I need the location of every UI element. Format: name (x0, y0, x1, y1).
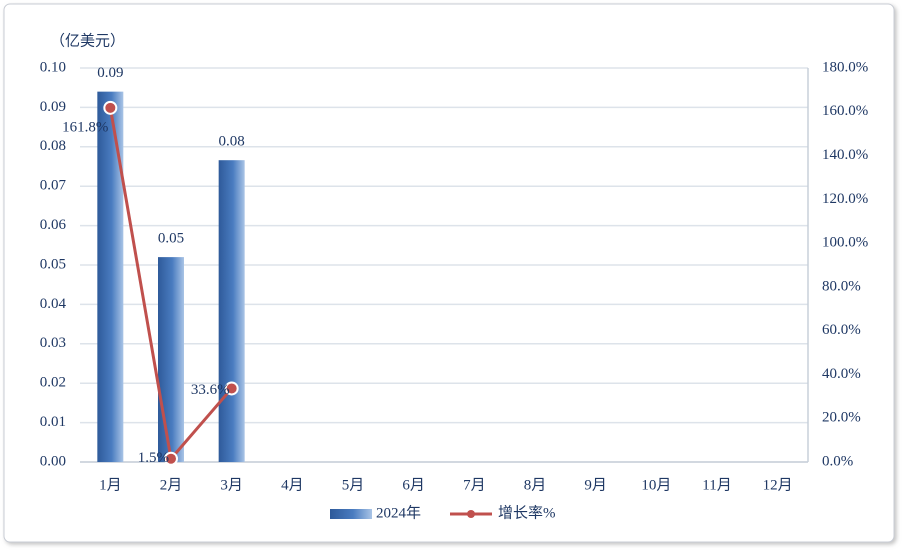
y2-tick-label: 100.0% (822, 235, 868, 251)
x-tick-label: 6月 (402, 477, 425, 493)
legend-swatch (330, 509, 372, 519)
y-tick-label: 0.06 (40, 217, 67, 233)
x-tick-label: 12月 (763, 477, 793, 493)
y-tick-label: 0.08 (40, 138, 66, 154)
bar-value-label: 0.08 (219, 134, 245, 150)
y-tick-label: 0.05 (40, 256, 66, 272)
y-tick-label: 0.09 (40, 99, 66, 115)
x-tick-label: 2月 (160, 477, 183, 493)
y2-tick-label: 120.0% (822, 191, 868, 207)
x-tick-label: 9月 (584, 477, 607, 493)
y-tick-label: 0.04 (40, 296, 67, 312)
legend-label: 2024年 (376, 504, 421, 521)
x-tick-label: 7月 (463, 477, 486, 493)
line-point (164, 451, 178, 466)
x-tick-label: 3月 (220, 477, 243, 493)
y2-tick-label: 60.0% (822, 322, 861, 338)
y-tick-label: 0.07 (40, 178, 67, 194)
x-tick-label: 10月 (641, 477, 671, 493)
bar (218, 160, 245, 463)
x-tick-label: 5月 (342, 477, 365, 493)
legend-label: 增长率% (498, 504, 556, 521)
y2-tick-label: 180.0% (822, 59, 868, 75)
y2-tick-label: 0.0% (822, 453, 853, 469)
bar (97, 91, 124, 462)
line-point (103, 100, 118, 115)
bar-value-label: 0.09 (97, 65, 123, 81)
line-value-label: 1.5% (138, 450, 169, 466)
y-tick-label: 0.01 (40, 414, 66, 430)
line-value-label: 161.8% (62, 119, 108, 135)
x-tick-label: 4月 (281, 477, 304, 493)
y-tick-label: 0.00 (40, 453, 66, 469)
x-tick-label: 1月 (99, 477, 122, 493)
y2-tick-label: 40.0% (822, 366, 861, 382)
bar-value-label: 0.05 (158, 231, 184, 247)
x-tick-label: 11月 (702, 477, 731, 493)
legend-swatch-dot (467, 510, 475, 518)
y-tick-label: 0.02 (40, 375, 66, 391)
y2-tick-label: 20.0% (822, 410, 861, 426)
bar (158, 257, 184, 462)
line-value-label: 33.6% (191, 382, 230, 398)
y-tick-label: 0.03 (40, 335, 66, 351)
unit-label: （亿美元） (50, 32, 125, 49)
x-tick-label: 8月 (524, 477, 547, 493)
y-tick-label: 0.10 (40, 59, 66, 75)
y2-tick-label: 160.0% (822, 103, 868, 119)
line-point (224, 381, 239, 396)
y2-tick-label: 140.0% (822, 147, 868, 163)
y2-tick-label: 80.0% (822, 278, 861, 294)
